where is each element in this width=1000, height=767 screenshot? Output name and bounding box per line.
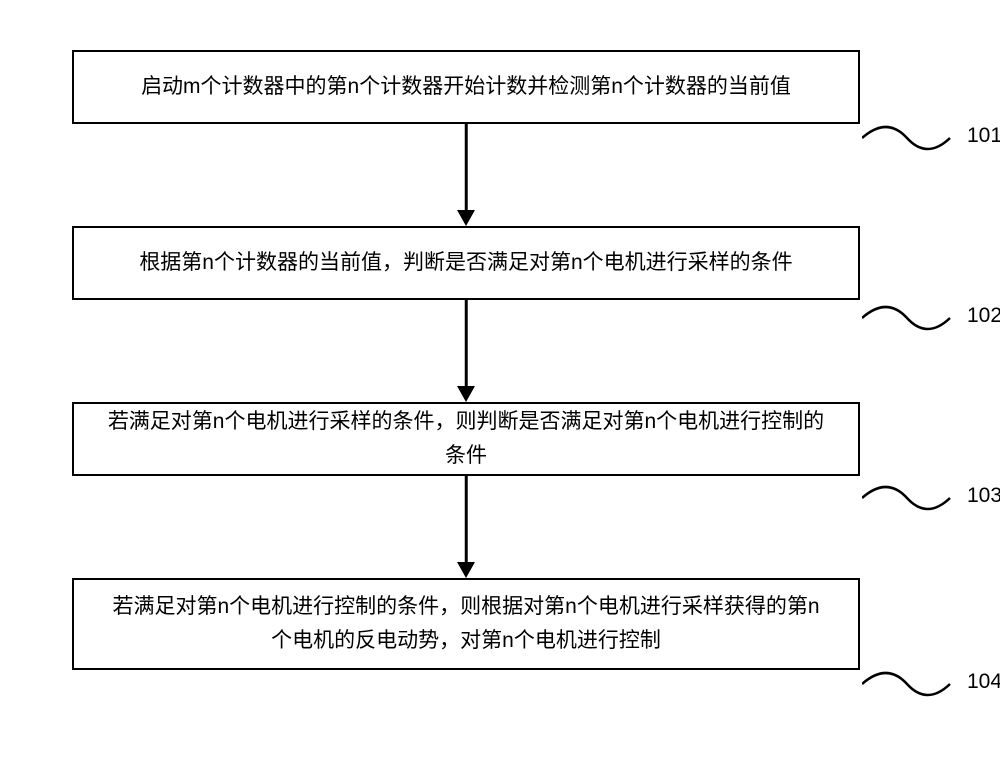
flowchart-container: 启动m个计数器中的第n个计数器开始计数并检测第n个计数器的当前值 101 根据第… <box>72 50 928 670</box>
connector-2 <box>862 298 952 338</box>
step-text-3: 若满足对第n个电机进行采样的条件，则判断是否满足对第n个电机进行控制的条件 <box>104 405 828 472</box>
arrow-1 <box>72 124 860 226</box>
connector-4 <box>862 664 952 704</box>
arrow-3 <box>72 476 860 578</box>
arrow-2 <box>72 300 860 402</box>
step-box-3: 若满足对第n个电机进行采样的条件，则判断是否满足对第n个电机进行控制的条件 <box>72 402 860 476</box>
label-text-1: 101 <box>967 124 1000 147</box>
arrow-line-icon <box>465 300 468 388</box>
connector-curve-icon <box>862 298 952 338</box>
label-text-4: 104 <box>967 670 1000 693</box>
connector-curve-icon <box>862 118 952 158</box>
arrow-head-icon <box>457 386 475 402</box>
arrow-head-icon <box>457 210 475 226</box>
arrow-head-icon <box>457 562 475 578</box>
step-label-2: 102 <box>967 304 1000 328</box>
step-text-2: 根据第n个计数器的当前值，判断是否满足对第n个电机进行采样的条件 <box>139 246 792 280</box>
connector-curve-icon <box>862 664 952 704</box>
arrow-line-icon <box>465 476 468 564</box>
step-box-1: 启动m个计数器中的第n个计数器开始计数并检测第n个计数器的当前值 <box>72 50 860 124</box>
connector-1 <box>862 118 952 158</box>
arrow-line-icon <box>465 124 468 212</box>
step-text-1: 启动m个计数器中的第n个计数器开始计数并检测第n个计数器的当前值 <box>141 70 791 104</box>
step-box-4: 若满足对第n个电机进行控制的条件，则根据对第n个电机进行采样获得的第n个电机的反… <box>72 578 860 670</box>
connector-3 <box>862 478 952 518</box>
step-box-2: 根据第n个计数器的当前值，判断是否满足对第n个电机进行采样的条件 <box>72 226 860 300</box>
step-label-1: 101 <box>967 124 1000 148</box>
label-text-3: 103 <box>967 484 1000 507</box>
step-label-3: 103 <box>967 484 1000 508</box>
connector-curve-icon <box>862 478 952 518</box>
step-text-4: 若满足对第n个电机进行控制的条件，则根据对第n个电机进行采样获得的第n个电机的反… <box>104 590 828 657</box>
label-text-2: 102 <box>967 304 1000 327</box>
step-label-4: 104 <box>967 670 1000 694</box>
